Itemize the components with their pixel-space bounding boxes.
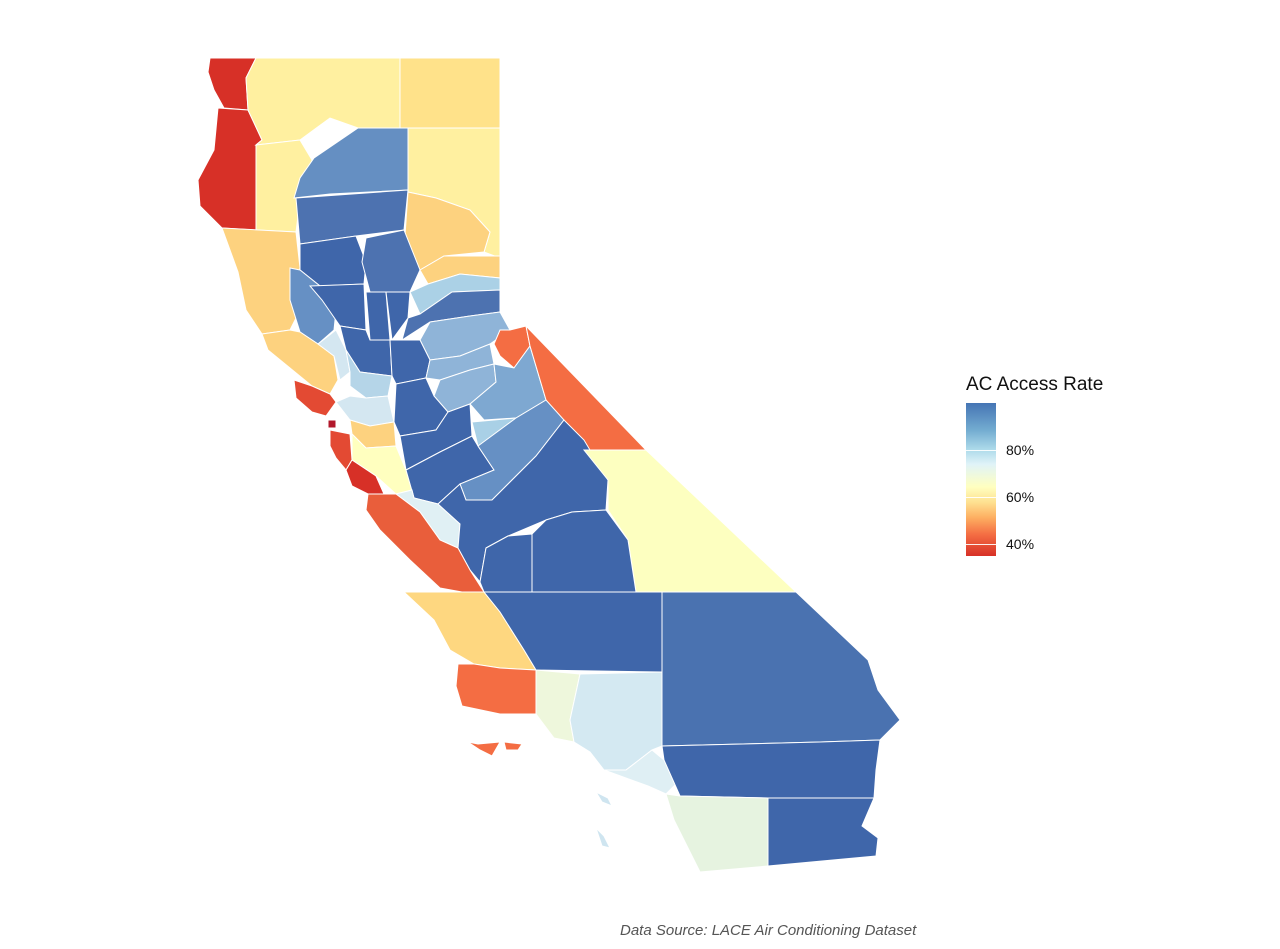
county-monterey <box>365 493 485 593</box>
county-humboldt <box>197 107 263 231</box>
county-tehama <box>295 189 409 245</box>
county-santa-barbara <box>455 663 537 715</box>
island-san-clemente <box>595 827 611 849</box>
legend-tick-40 <box>966 544 996 545</box>
county-mendocino <box>221 227 301 335</box>
legend-label-60: 60% <box>1006 489 1035 505</box>
legend-color-bar <box>966 403 996 556</box>
county-contra-costa <box>335 395 395 427</box>
county-shasta <box>293 127 409 199</box>
data-source-caption: Data Source: LACE Air Conditioning Datas… <box>620 922 917 939</box>
county-riverside <box>661 739 881 799</box>
legend-tick-60 <box>966 497 996 498</box>
legend-tick-80 <box>966 450 996 451</box>
legend-label-80: 80% <box>1006 442 1035 458</box>
island-santa-rosa <box>503 741 523 751</box>
legend-title: AC Access Rate <box>966 374 1104 395</box>
county-san-diego <box>665 793 769 873</box>
county-marin <box>293 379 337 417</box>
county-san-francisco <box>327 419 337 429</box>
county-modoc <box>399 57 501 129</box>
county-imperial <box>767 797 879 867</box>
island-catalina <box>594 790 614 807</box>
county-sonoma <box>261 329 339 395</box>
legend-label-40: 40% <box>1006 536 1035 552</box>
county-san-mateo <box>329 429 353 471</box>
county-san-bernardino <box>651 591 901 751</box>
island-santa-cruz <box>467 741 501 757</box>
county-lake <box>289 267 337 345</box>
